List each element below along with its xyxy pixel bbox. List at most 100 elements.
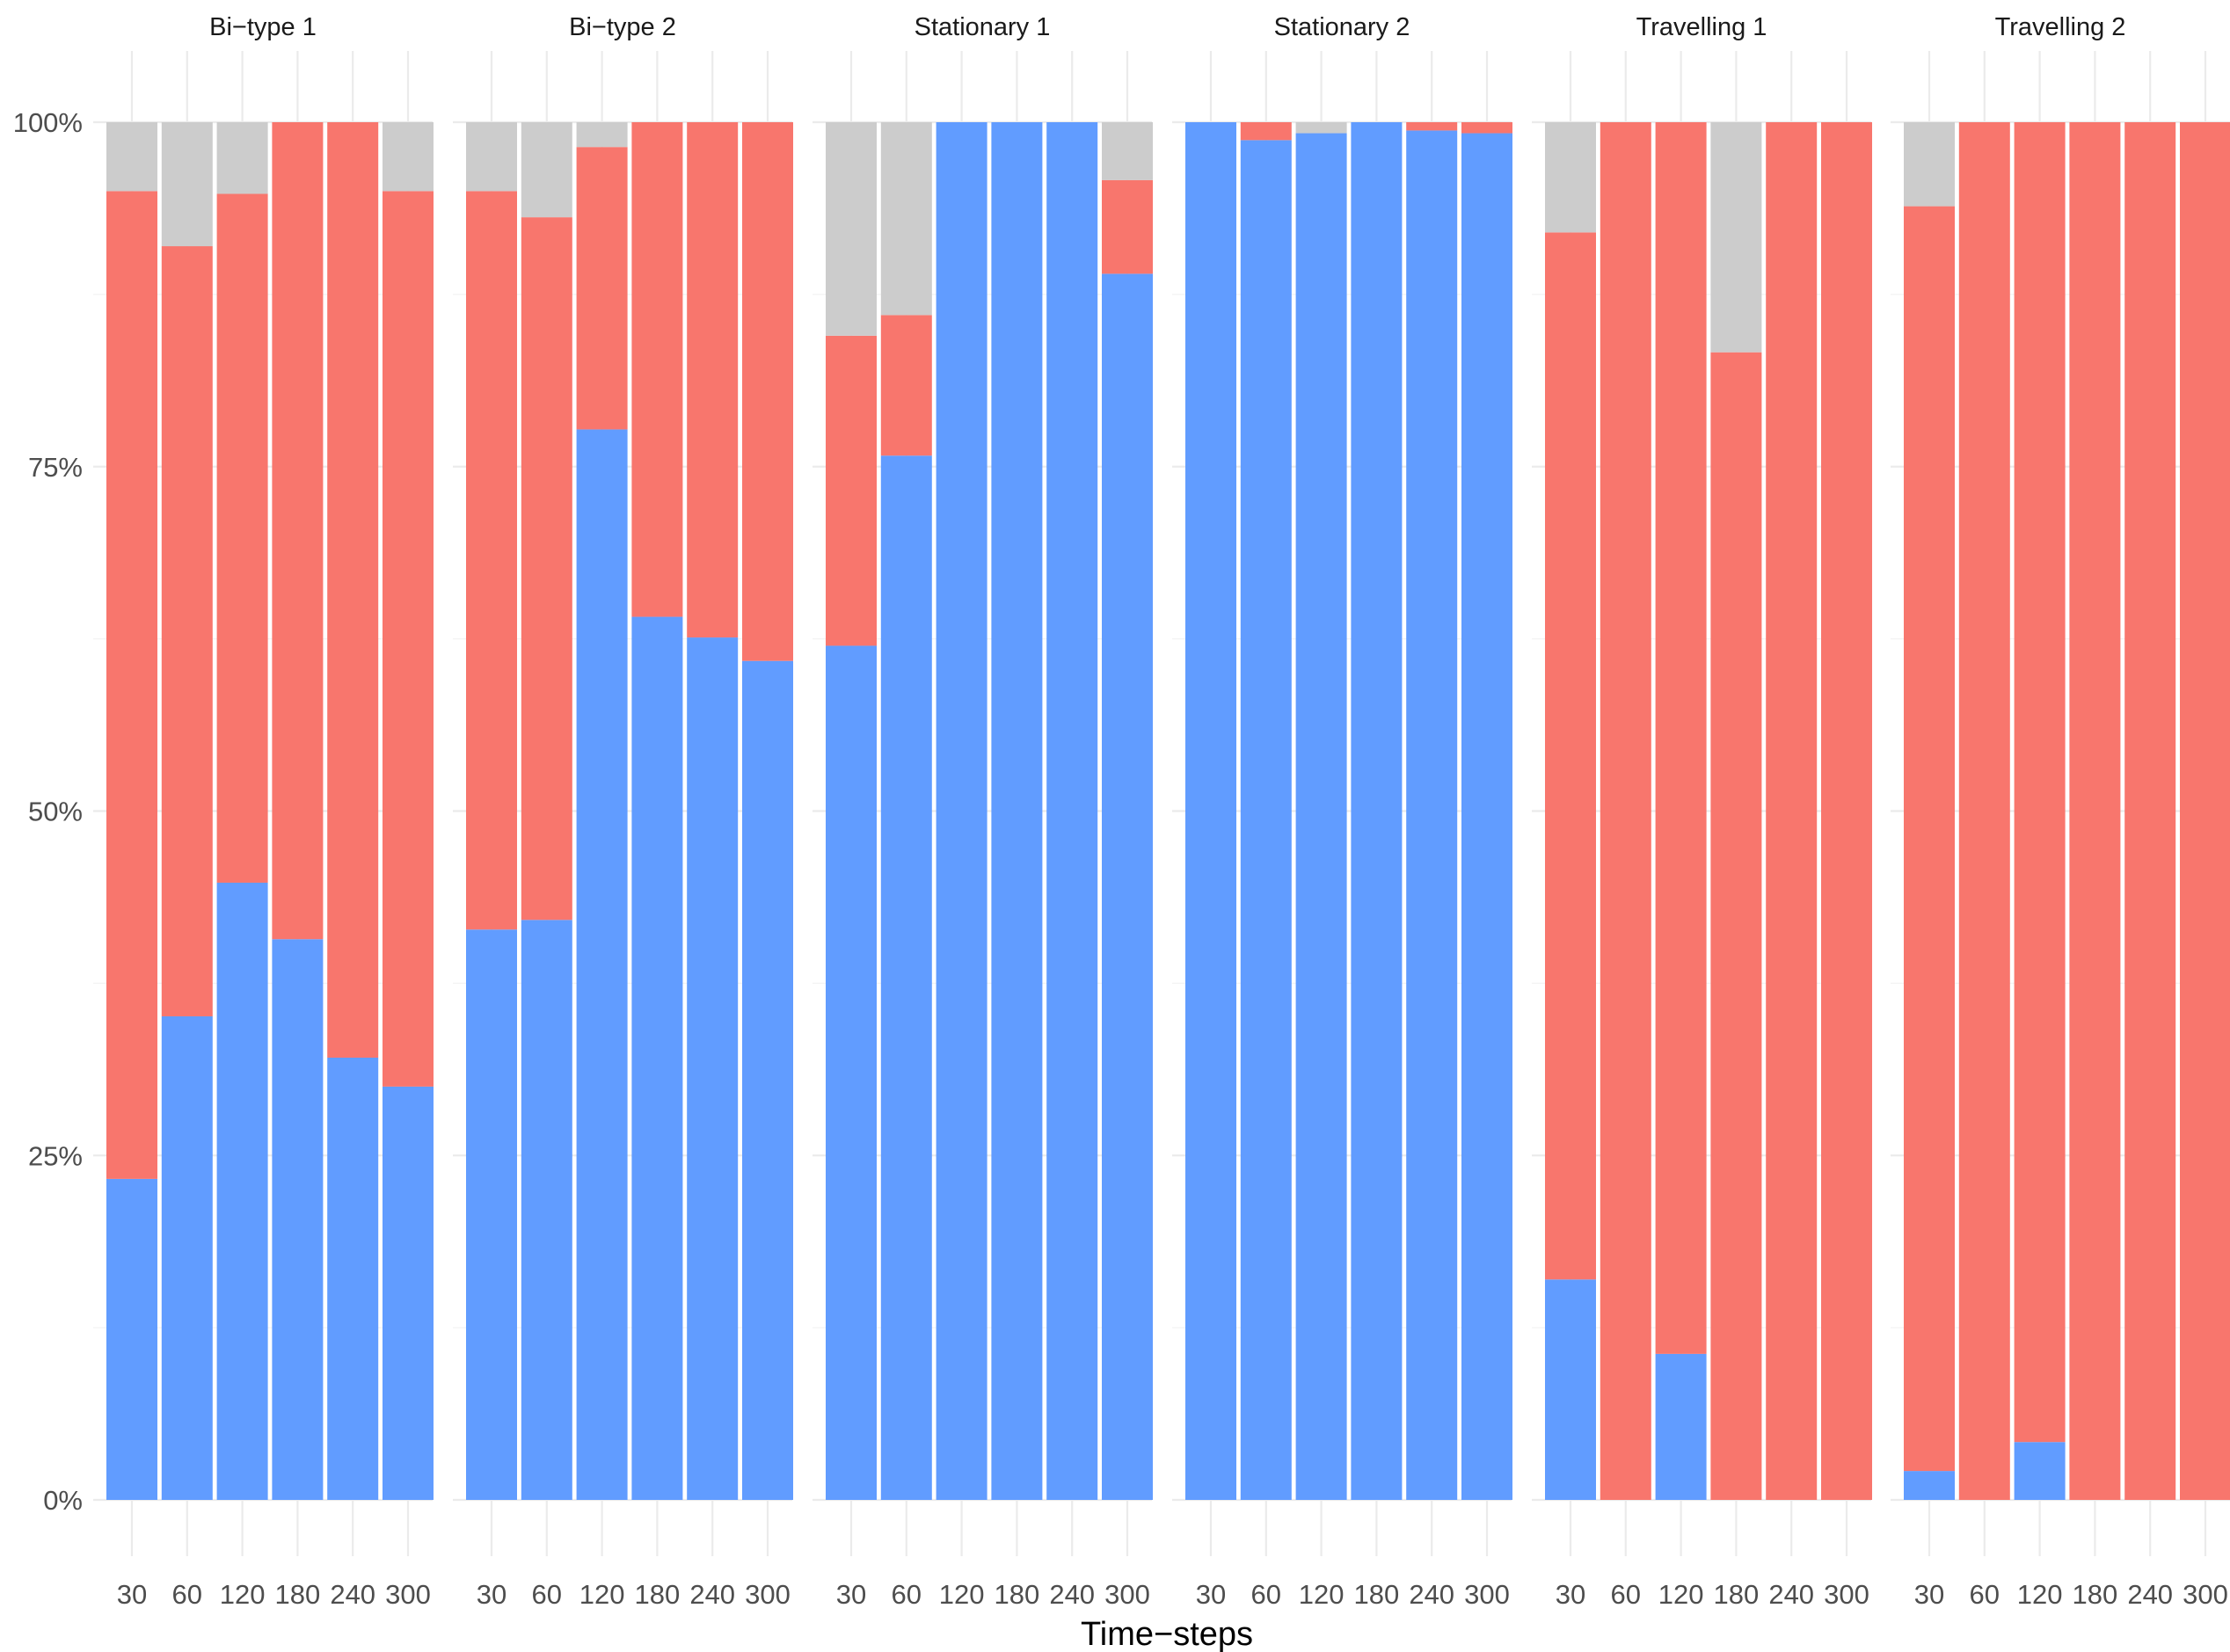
text-layer: 0% 25% 50% 75% 100% Bi−type 1 30 60 120 180 240 300… [13, 13, 2228, 1610]
x-tick-label: 30 [1556, 1579, 1585, 1610]
x-tick-label: 300 [1104, 1579, 1150, 1610]
facet-title: Bi−type 1 [209, 13, 317, 41]
bar-segment-blue [1545, 1279, 1596, 1500]
x-tick-label: 60 [892, 1579, 922, 1610]
x-tick-label: 180 [1714, 1579, 1760, 1610]
x-tick-label: 120 [2017, 1579, 2063, 1610]
bar-segment-blue [687, 637, 739, 1500]
bar-segment-grey [1710, 122, 1762, 353]
x-tick-label: 120 [579, 1579, 625, 1610]
bar-segment-blue [1655, 1353, 1707, 1500]
bar-segment-grey [880, 122, 932, 316]
x-tick-label: 180 [2073, 1579, 2118, 1610]
x-axis-label: Time−steps [1081, 1616, 1253, 1652]
facet-title: Bi−type 2 [569, 13, 676, 41]
x-tick-label: 180 [275, 1579, 321, 1610]
bar-segment-blue [1904, 1471, 1955, 1500]
bar-segment-blue [521, 920, 572, 1500]
bar-segment-red [2180, 122, 2230, 1500]
bar-segment-red [1600, 122, 1651, 1500]
bar-segment-grey [161, 122, 213, 247]
facet-title: Stationary 1 [915, 13, 1051, 41]
bar-segment-red [106, 191, 157, 1179]
bar-segment-grey [1545, 122, 1596, 233]
bars-layer [106, 122, 2230, 1501]
bar-segment-red [1655, 122, 1707, 1354]
bar-segment-grey [383, 122, 434, 192]
bar-segment-red [216, 193, 268, 883]
x-tick-label: 240 [689, 1579, 735, 1610]
x-tick-label: 300 [745, 1579, 791, 1610]
bar-segment-red [1102, 179, 1153, 274]
y-tick-label: 50% [28, 797, 83, 827]
x-tick-label: 180 [1354, 1579, 1400, 1610]
bar-segment-blue [880, 455, 932, 1500]
y-tick-label: 75% [28, 452, 83, 483]
facet-title: Travelling 2 [1995, 13, 2126, 41]
bar-segment-red [1766, 122, 1818, 1500]
x-tick-label: 30 [477, 1579, 506, 1610]
bar-segment-blue [631, 616, 683, 1500]
bar-segment-grey [216, 122, 268, 194]
x-tick-label: 240 [1409, 1579, 1454, 1610]
bar-segment-blue [161, 1015, 213, 1500]
bar-segment-red [327, 122, 379, 1058]
y-tick-label: 100% [13, 107, 83, 138]
x-tick-label: 60 [1970, 1579, 2000, 1610]
bar-segment-blue [742, 660, 793, 1500]
bar-segment-grey [106, 122, 157, 192]
bar-segment-blue [1102, 273, 1153, 1500]
x-tick-label: 120 [939, 1579, 985, 1610]
x-tick-label: 30 [1196, 1579, 1226, 1610]
bar-segment-red [1958, 122, 2010, 1500]
bar-segment-red [1710, 352, 1762, 1501]
bar-segment-red [2124, 122, 2176, 1500]
x-tick-label: 240 [2127, 1579, 2173, 1610]
x-tick-label: 60 [172, 1579, 202, 1610]
x-tick-label: 240 [330, 1579, 375, 1610]
bar-segment-grey [1295, 122, 1347, 134]
x-tick-label: 300 [1824, 1579, 1869, 1610]
bar-segment-red [521, 217, 572, 921]
x-tick-label: 300 [1464, 1579, 1510, 1610]
bar-segment-red [466, 191, 517, 930]
bar-segment-blue [1461, 133, 1512, 1500]
bar-segment-blue [1240, 140, 1292, 1501]
bar-segment-blue [1046, 122, 1098, 1500]
x-tick-label: 300 [385, 1579, 431, 1610]
bar-segment-blue [1406, 130, 1458, 1501]
bar-segment-red [383, 191, 434, 1087]
bar-segment-blue [216, 882, 268, 1500]
x-tick-label: 30 [117, 1579, 147, 1610]
bar-segment-grey [1102, 122, 1153, 180]
x-tick-label: 120 [1299, 1579, 1345, 1610]
bar-segment-red [1240, 122, 1292, 141]
bar-segment-blue [1185, 122, 1236, 1500]
bar-segment-blue [1351, 122, 1403, 1500]
bar-segment-red [1545, 232, 1596, 1280]
x-tick-label: 60 [532, 1579, 562, 1610]
bar-segment-red [687, 122, 739, 638]
x-tick-label: 300 [2183, 1579, 2228, 1610]
bar-segment-blue [2014, 1442, 2066, 1500]
bar-segment-red [272, 122, 324, 940]
x-tick-label: 30 [836, 1579, 866, 1610]
x-tick-label: 60 [1251, 1579, 1281, 1610]
bar-segment-blue [106, 1178, 157, 1500]
y-tick-label: 25% [28, 1140, 83, 1171]
bar-segment-grey [1904, 122, 1955, 207]
x-tick-label: 180 [995, 1579, 1040, 1610]
bar-segment-grey [576, 122, 628, 148]
bar-segment-red [880, 315, 932, 456]
bar-segment-blue [991, 122, 1043, 1500]
bar-segment-red [161, 246, 213, 1016]
bar-segment-red [1821, 122, 1872, 1500]
bar-segment-blue [327, 1057, 379, 1500]
bar-segment-grey [826, 122, 877, 336]
bar-segment-red [576, 147, 628, 430]
x-tick-label: 120 [220, 1579, 266, 1610]
x-tick-label: 240 [1768, 1579, 1814, 1610]
x-tick-label: 120 [1658, 1579, 1704, 1610]
bar-segment-blue [1295, 133, 1347, 1500]
